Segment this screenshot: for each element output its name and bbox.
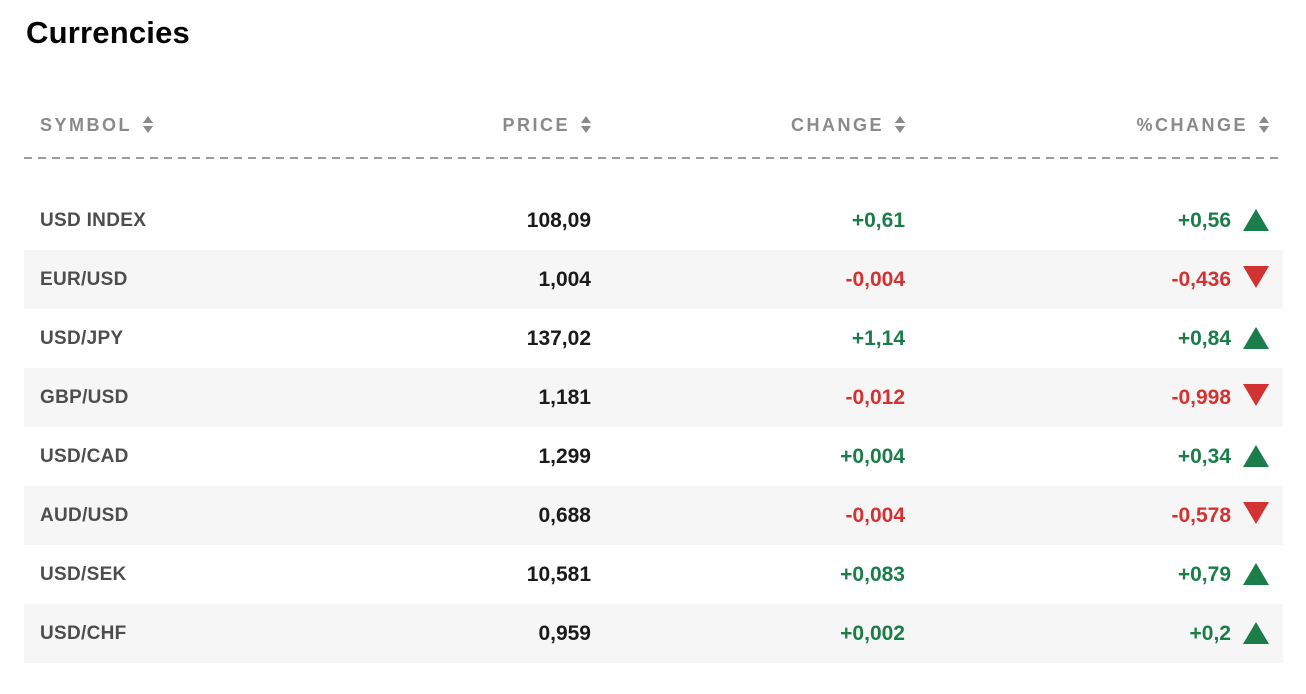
column-header-change[interactable]: CHANGE (591, 115, 905, 136)
column-header-pct-change-label: %CHANGE (1136, 114, 1248, 135)
pct-change-value: -0,998 (1171, 385, 1231, 409)
symbol-cell[interactable]: USD/CHF (40, 622, 127, 644)
table-row[interactable]: USD/CAD 1,299 +0,004 +0,34 (24, 427, 1283, 486)
price-cell: 0,688 (538, 503, 591, 527)
table-row[interactable]: USD/JPY 137,02 +1,14 +0,84 (24, 309, 1283, 368)
up-arrow-icon (1243, 562, 1269, 585)
table-body: USD INDEX 108,09 +0,61 +0,56 EUR/USD 1,0… (24, 191, 1283, 663)
change-cell: +1,14 (851, 326, 905, 350)
pct-change-value: +0,79 (1177, 562, 1231, 586)
header-divider (24, 157, 1283, 159)
up-arrow-icon (1243, 208, 1269, 231)
sort-icon (143, 116, 154, 133)
pct-change-value: -0,578 (1171, 503, 1231, 527)
pct-change-cell: +0,34 (905, 444, 1269, 469)
pct-change-value: +0,34 (1177, 444, 1231, 468)
change-cell: +0,083 (840, 562, 905, 586)
symbol-cell[interactable]: GBP/USD (40, 386, 129, 408)
change-cell: -0,004 (845, 267, 905, 291)
price-cell: 1,181 (538, 385, 591, 409)
table-row[interactable]: USD INDEX 108,09 +0,61 +0,56 (24, 191, 1283, 250)
change-cell: -0,012 (845, 385, 905, 409)
column-header-price[interactable]: PRICE (336, 115, 591, 136)
table-row[interactable]: AUD/USD 0,688 -0,004 -0,578 (24, 486, 1283, 545)
column-header-price-label: PRICE (502, 114, 570, 135)
column-header-symbol-label: SYMBOL (40, 114, 133, 135)
pct-change-cell: +0,2 (905, 621, 1269, 646)
table-row[interactable]: USD/SEK 10,581 +0,083 +0,79 (24, 545, 1283, 604)
table-row[interactable]: EUR/USD 1,004 -0,004 -0,436 (24, 250, 1283, 309)
pct-change-value: +0,84 (1177, 326, 1231, 350)
pct-change-cell: +0,79 (905, 562, 1269, 587)
pct-change-cell: -0,436 (905, 265, 1269, 294)
pct-change-value: +0,56 (1177, 208, 1231, 232)
pct-change-cell: -0,578 (905, 501, 1269, 530)
change-cell: +0,004 (840, 444, 905, 468)
page-title: Currencies (26, 15, 190, 50)
pct-change-value: +0,2 (1189, 621, 1231, 645)
price-cell: 0,959 (538, 621, 591, 645)
symbol-cell[interactable]: USD/SEK (40, 563, 127, 585)
column-header-change-label: CHANGE (790, 114, 884, 135)
column-header-symbol[interactable]: SYMBOL (40, 115, 336, 136)
up-arrow-icon (1243, 444, 1269, 467)
sort-icon (581, 116, 591, 133)
price-cell: 108,09 (526, 208, 591, 232)
price-cell: 137,02 (526, 326, 591, 350)
down-arrow-icon (1243, 383, 1269, 406)
pct-change-cell: -0,998 (905, 383, 1269, 412)
symbol-cell[interactable]: EUR/USD (40, 268, 128, 290)
pct-change-cell: +0,56 (905, 208, 1269, 233)
change-cell: +0,002 (840, 621, 905, 645)
price-cell: 1,299 (538, 444, 591, 468)
pct-change-cell: +0,84 (905, 326, 1269, 351)
currencies-table: SYMBOL PRICE CHANGE %CHANGE USD INDEX 10… (24, 102, 1283, 663)
symbol-cell[interactable]: AUD/USD (40, 504, 129, 526)
sort-icon (895, 116, 905, 133)
change-cell: +0,61 (851, 208, 905, 232)
table-row[interactable]: USD/CHF 0,959 +0,002 +0,2 (24, 604, 1283, 663)
down-arrow-icon (1243, 265, 1269, 288)
up-arrow-icon (1243, 326, 1269, 349)
sort-icon (1259, 116, 1269, 133)
change-cell: -0,004 (845, 503, 905, 527)
symbol-cell[interactable]: USD/CAD (40, 445, 129, 467)
table-header-row: SYMBOL PRICE CHANGE %CHANGE (24, 102, 1283, 148)
price-cell: 10,581 (526, 562, 591, 586)
symbol-cell[interactable]: USD INDEX (40, 209, 147, 231)
symbol-cell[interactable]: USD/JPY (40, 327, 124, 349)
down-arrow-icon (1243, 501, 1269, 524)
price-cell: 1,004 (538, 267, 591, 291)
up-arrow-icon (1243, 621, 1269, 644)
column-header-pct-change[interactable]: %CHANGE (905, 115, 1269, 136)
pct-change-value: -0,436 (1171, 267, 1231, 291)
table-row[interactable]: GBP/USD 1,181 -0,012 -0,998 (24, 368, 1283, 427)
